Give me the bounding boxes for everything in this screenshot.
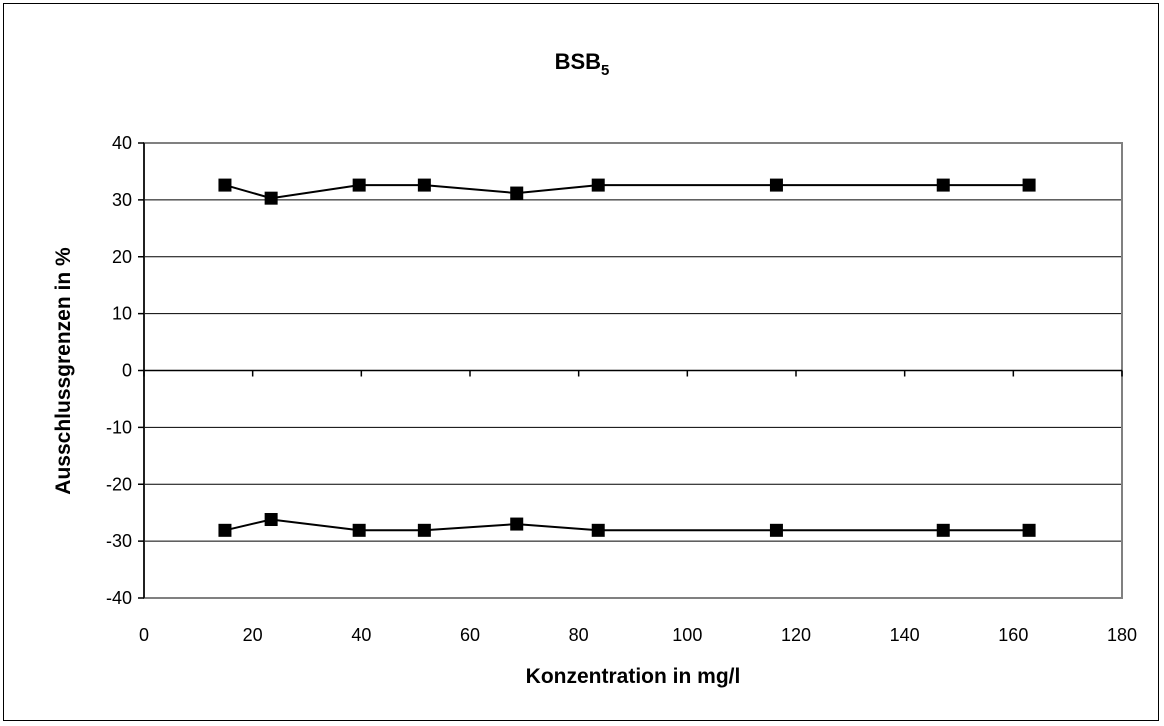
series-0-marker (1022, 178, 1036, 192)
y-tick-label: 20 (112, 247, 132, 267)
series-1-marker (591, 523, 605, 537)
series-0-marker (510, 186, 524, 200)
series-0-marker (769, 178, 783, 192)
series-0-marker (352, 178, 366, 192)
x-tick-label: 0 (139, 625, 149, 645)
series-1-marker (352, 523, 366, 537)
y-tick-label: 0 (122, 361, 132, 381)
x-tick-label: 180 (1107, 625, 1137, 645)
series-0-marker (264, 191, 278, 205)
y-axis-label: Ausschlussgrenzen in % (52, 247, 75, 495)
chart-title-subscript: 5 (601, 62, 609, 79)
series-1-marker (264, 513, 278, 527)
series-1-marker (769, 523, 783, 537)
x-tick-label: 160 (998, 625, 1028, 645)
series-1-marker (936, 523, 950, 537)
x-tick-label: 120 (781, 625, 811, 645)
y-tick-label: 30 (112, 190, 132, 210)
series-0-marker (417, 178, 431, 192)
series-1-marker (1022, 523, 1036, 537)
x-tick-label: 80 (569, 625, 589, 645)
series-0-marker (591, 178, 605, 192)
x-tick-label: 40 (351, 625, 371, 645)
series-1-marker (218, 523, 232, 537)
y-tick-label: 40 (112, 133, 132, 153)
x-tick-label: 60 (460, 625, 480, 645)
x-tick-label: 140 (890, 625, 920, 645)
series-1-marker (510, 517, 524, 531)
chart-frame (3, 3, 1159, 721)
x-tick-label: 20 (243, 625, 263, 645)
y-tick-label: 10 (112, 304, 132, 324)
x-tick-label: 100 (672, 625, 702, 645)
chart-title: BSB5 (555, 49, 610, 79)
series-0-marker (936, 178, 950, 192)
y-tick-label: -20 (106, 474, 132, 494)
y-tick-label: -40 (106, 588, 132, 608)
series-1-marker (417, 523, 431, 537)
x-axis-label: Konzentration in mg/l (526, 665, 741, 688)
y-tick-label: -30 (106, 531, 132, 551)
y-tick-label: -10 (106, 417, 132, 437)
series-0-marker (218, 178, 232, 192)
